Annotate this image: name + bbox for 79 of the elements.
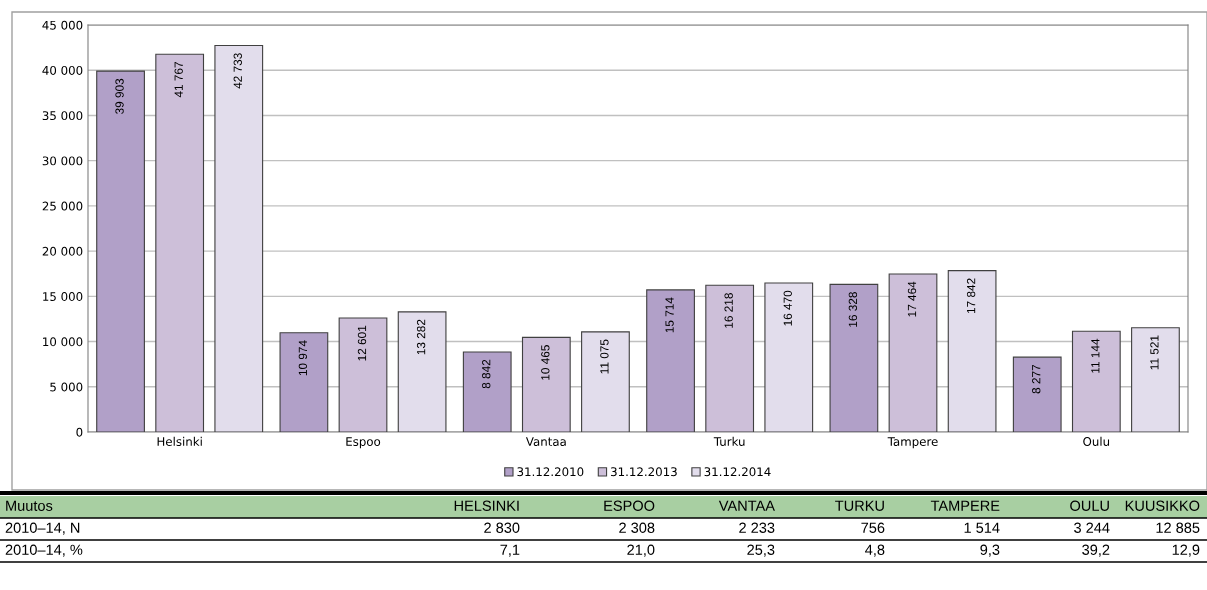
text: 2010–14, % xyxy=(5,544,83,557)
data-label: 10 974 xyxy=(298,340,308,376)
text: 4,8 xyxy=(865,544,885,557)
text: TAMPERE xyxy=(930,500,1000,511)
bar xyxy=(462,351,512,432)
text: 2 233 xyxy=(739,522,775,533)
text: 756 xyxy=(861,522,885,533)
data-label: 11 144 xyxy=(1091,338,1100,373)
y-tick-label: 20 000 xyxy=(42,246,83,256)
y-tick-label: 35 000 xyxy=(42,111,83,121)
x-tick-label: Turku xyxy=(713,436,745,446)
bar xyxy=(96,70,145,432)
x-tick-label: Espoo xyxy=(346,437,381,449)
bar xyxy=(1131,327,1180,432)
legend-label: 31.12.2010 xyxy=(517,467,584,477)
bar xyxy=(279,332,329,432)
data-label: 11 075 xyxy=(600,339,609,374)
y-tick-label: 15 000 xyxy=(43,292,83,301)
bar xyxy=(581,331,630,432)
data-label: 15 714 xyxy=(665,297,674,333)
text: Muutos xyxy=(6,500,53,511)
data-label: 16 470 xyxy=(783,290,792,326)
data-label: 42 733 xyxy=(233,53,242,89)
bar xyxy=(1071,330,1121,432)
y-tick-label: 45 000 xyxy=(42,20,83,30)
data-label: 10 465 xyxy=(541,345,550,380)
text: ESPOO xyxy=(604,500,655,511)
bar xyxy=(338,317,388,432)
x-tick-label: Oulu xyxy=(1083,436,1110,446)
text: 12 885 xyxy=(1156,522,1200,533)
text: 2 308 xyxy=(619,522,655,533)
data-label: 16 218 xyxy=(724,293,733,328)
bar xyxy=(764,282,814,432)
text: 2 830 xyxy=(484,522,520,533)
x-tick-label: Vantaa xyxy=(525,437,566,446)
data-label: 17 464 xyxy=(907,281,917,317)
x-tick-label: Helsinki xyxy=(157,436,202,446)
bar xyxy=(646,289,695,432)
text: VANTAA xyxy=(718,500,775,511)
bar xyxy=(947,270,997,432)
text: 7,1 xyxy=(500,544,520,557)
y-tick-label: 5 000 xyxy=(50,382,83,392)
text: 25,3 xyxy=(747,544,775,557)
bar xyxy=(829,283,879,432)
text: 3 244 xyxy=(1074,522,1110,533)
bar xyxy=(397,311,447,432)
bar xyxy=(155,53,205,432)
data-label: 17 842 xyxy=(966,278,976,314)
data-label: 11 521 xyxy=(1150,335,1159,370)
data-label: 13 282 xyxy=(416,319,426,355)
y-tick-label: 30 000 xyxy=(42,156,83,166)
text: KUUSIKKO xyxy=(1125,500,1200,511)
legend-label: 31.12.2014 xyxy=(704,467,771,477)
bar xyxy=(1012,356,1062,432)
text: 39,2 xyxy=(1082,544,1110,557)
bar xyxy=(521,336,571,432)
data-label: 8 842 xyxy=(482,359,491,389)
text: TURKU xyxy=(835,500,884,511)
y-tick-label: 10 000 xyxy=(43,337,83,347)
data-label: 39 903 xyxy=(115,78,124,114)
y-tick-label: 25 000 xyxy=(42,201,83,211)
bar xyxy=(705,284,755,432)
text: 12,9 xyxy=(1172,544,1200,557)
bar xyxy=(214,44,264,432)
data-label: 8 277 xyxy=(1032,364,1041,394)
data-label: 12 601 xyxy=(357,325,367,361)
legend-label: 31.12.2013 xyxy=(611,467,677,477)
x-tick-label: Tampere xyxy=(887,437,938,449)
bar xyxy=(888,273,938,432)
y-tick-label: 0 xyxy=(76,427,83,437)
text: 9,3 xyxy=(980,544,1000,557)
y-tick-label: 40 000 xyxy=(42,65,83,75)
text: HELSINKI xyxy=(454,500,519,511)
text: OULU xyxy=(1070,500,1109,511)
text: 21,0 xyxy=(627,544,655,557)
data-label: 41 767 xyxy=(174,62,183,98)
text: 2010–14, N xyxy=(5,522,80,535)
text: 1 514 xyxy=(964,522,1000,533)
data-label: 16 328 xyxy=(848,292,858,327)
